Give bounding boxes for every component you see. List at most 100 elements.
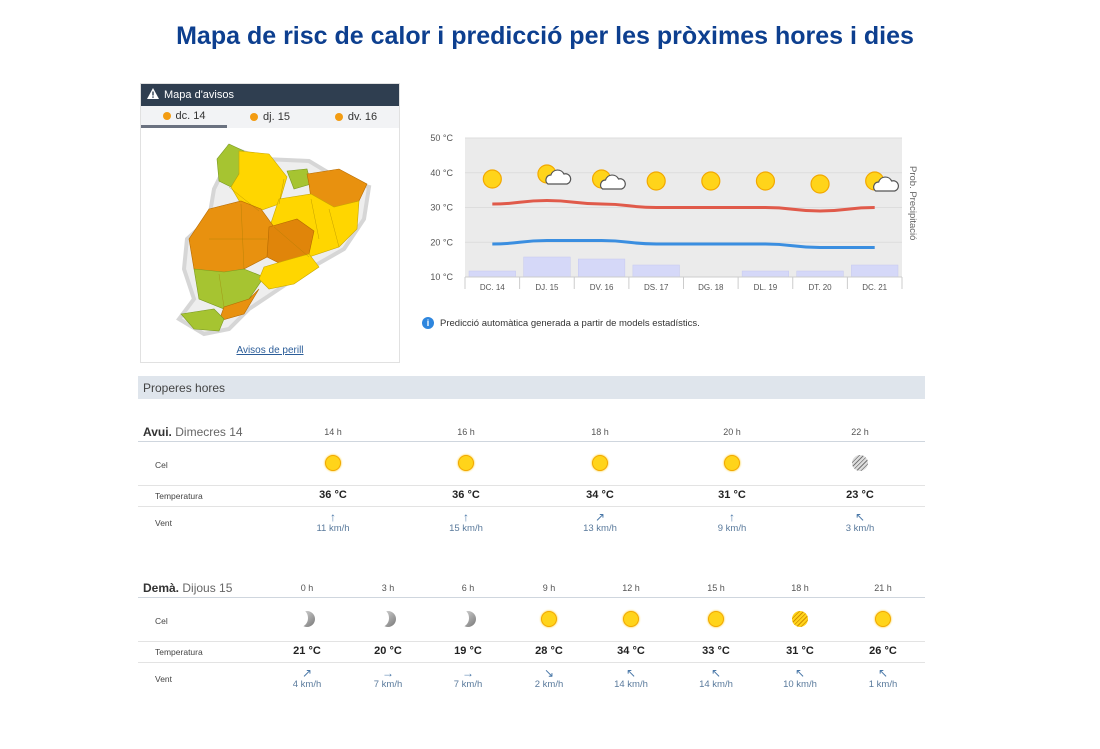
wind-speed: 9 km/h — [717, 523, 747, 534]
y-tick-label: 20 °C — [430, 237, 453, 247]
wind-cell: ↑ 11 km/h — [316, 511, 349, 535]
wind-speed: 13 km/h — [583, 523, 617, 534]
temperature-value: 36 °C — [319, 489, 347, 501]
wind-cell: ↖ 10 km/h — [783, 667, 817, 691]
warnings-map[interactable] — [169, 139, 379, 339]
temperature-value: 28 °C — [535, 645, 563, 657]
sky-cell — [458, 455, 474, 471]
y-tick-label: 50 °C — [430, 133, 453, 143]
map-region — [258, 253, 320, 290]
wind-direction-icon: → — [461, 666, 474, 680]
map-region — [180, 308, 225, 332]
day-label: Demà. Dijous 15 — [143, 581, 233, 595]
precipitation-bar — [523, 256, 571, 278]
wind-direction-icon: ↗ — [301, 666, 313, 680]
temperature-row-label: Temperatura — [155, 491, 203, 501]
sky-cell — [875, 611, 891, 627]
warning-level-dot — [334, 113, 343, 121]
sun-icon — [724, 455, 740, 471]
temperature-value: 33 °C — [702, 645, 730, 657]
time-label: 12 h — [622, 583, 640, 593]
sky-cell — [724, 455, 740, 471]
haze-icon — [792, 611, 808, 627]
moon-icon — [453, 609, 476, 627]
sky-cell — [292, 609, 315, 627]
temperature-value: 34 °C — [586, 489, 614, 501]
precipitation-bar — [578, 258, 626, 278]
time-label: 3 h — [381, 583, 395, 593]
wind-direction-icon: ↖ — [625, 666, 637, 680]
wind-row-label: Vent — [155, 518, 173, 528]
cloud-icon — [600, 174, 626, 190]
tab-day-2[interactable]: dv. 16 — [313, 106, 399, 128]
tab-day-label: dj. 15 — [263, 111, 290, 123]
sun-icon — [541, 611, 557, 627]
wind-speed: 14 km/h — [614, 679, 648, 690]
wind-cell: ↖ 1 km/h — [869, 667, 898, 691]
warnings-link[interactable]: Avisos de perill — [236, 345, 304, 356]
min-temperature-line — [492, 239, 875, 249]
cloud-icon — [873, 176, 899, 192]
sun-icon — [325, 455, 341, 471]
wind-cell: ↖ 14 km/h — [614, 667, 648, 691]
wind-direction-icon: ↑ — [330, 510, 336, 524]
time-header-row: Avui. Dimecres 14 14 h 16 h 18 h 20 h 22 h — [138, 419, 925, 442]
time-label: 16 h — [457, 427, 475, 437]
wind-cell: → 7 km/h — [374, 667, 403, 691]
wind-row-label: Vent — [155, 674, 173, 684]
temperature-value: 34 °C — [617, 645, 645, 657]
x-tick-label: DJ. 15 — [535, 283, 559, 292]
tab-day-0[interactable]: dc. 14 — [141, 106, 227, 128]
time-label: 20 h — [723, 427, 741, 437]
wind-cell: ↑ 9 km/h — [718, 511, 747, 535]
time-label: 22 h — [851, 427, 869, 437]
page-title: Mapa de risc de calor i predicció per le… — [176, 22, 914, 50]
time-label: 15 h — [707, 583, 725, 593]
temperature-value: 20 °C — [374, 645, 402, 657]
sun-icon — [482, 169, 502, 189]
temperature-value: 23 °C — [846, 489, 874, 501]
time-label: 21 h — [874, 583, 892, 593]
wind-speed: 4 km/h — [292, 679, 322, 690]
wind-speed: 1 km/h — [868, 679, 898, 690]
day-label: Avui. Dimecres 14 — [143, 425, 243, 439]
tab-day-1[interactable]: dj. 15 — [227, 106, 313, 128]
x-tick-label: DL. 19 — [754, 283, 778, 292]
moon-icon — [373, 609, 396, 627]
precipitation-bar — [468, 270, 516, 278]
sky-row: Cel — [138, 442, 925, 486]
wind-row: Vent ↗ 4 km/h → 7 km/h → 7 km/h ↘ 2 km/h ↖ 14 km/h… — [138, 663, 925, 697]
forecast-chart: 50 °C 40 °C 30 °C 20 °C 10 °C DC. 14 DJ. 15 DV.… — [420, 128, 925, 298]
x-tick-label: DG. 18 — [698, 283, 724, 292]
time-label: 9 h — [542, 583, 556, 593]
sky-cell — [852, 455, 868, 471]
sky-cell — [373, 609, 396, 627]
tab-day-label: dv. 16 — [347, 111, 378, 123]
wind-speed: 3 km/h — [845, 523, 875, 534]
wind-cell: ↑ 15 km/h — [449, 511, 483, 535]
warning-level-dot — [162, 111, 171, 120]
x-tick-label: DC. 14 — [480, 283, 505, 292]
sun-icon — [592, 455, 608, 471]
temperature-value: 19 °C — [454, 645, 482, 657]
wind-speed: 15 km/h — [449, 523, 483, 534]
info-icon: i — [422, 317, 434, 329]
warning-icon — [147, 88, 159, 102]
sun-icon — [810, 174, 830, 194]
wind-direction-icon: ↘ — [543, 666, 555, 680]
time-label: 6 h — [461, 583, 475, 593]
sky-cell — [453, 609, 476, 627]
time-label: 0 h — [300, 583, 314, 593]
temperature-value: 21 °C — [293, 645, 321, 657]
wind-cell: ↗ 4 km/h — [293, 667, 322, 691]
sun-icon — [875, 611, 891, 627]
sun-icon — [755, 171, 776, 191]
wind-direction-icon: ↑ — [728, 510, 735, 524]
today-section: Avui. Dimecres 14 14 h 16 h 18 h 20 h 22 h Ce… — [138, 419, 925, 541]
wind-cell: ↖ 14 km/h — [699, 667, 733, 691]
sky-row-label: Cel — [155, 616, 168, 626]
wind-cell: ↘ 2 km/h — [535, 667, 564, 691]
wind-direction-icon: ↖ — [794, 666, 806, 680]
wind-speed: 14 km/h — [699, 679, 733, 690]
wind-speed: 11 km/h — [316, 523, 350, 534]
